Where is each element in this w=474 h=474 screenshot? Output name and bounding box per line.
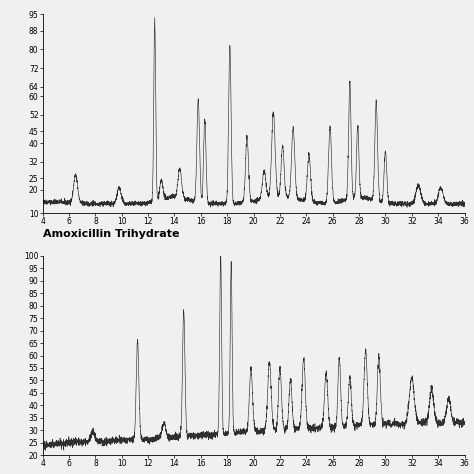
- Text: Amoxicillin Trihydrate: Amoxicillin Trihydrate: [43, 229, 179, 239]
